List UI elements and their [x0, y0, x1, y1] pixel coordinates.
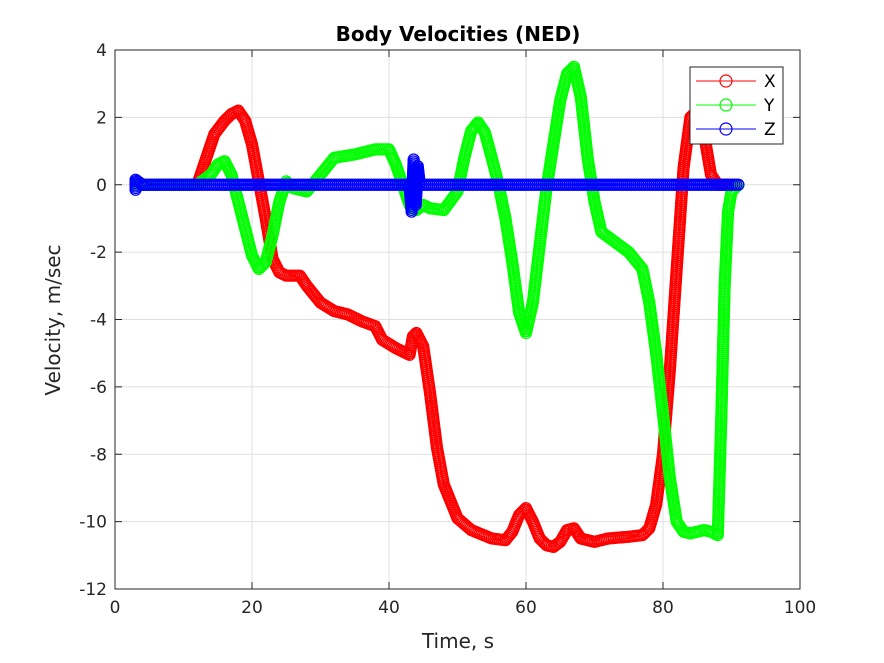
- x-tick-label: 100: [784, 598, 816, 618]
- legend-label: X: [764, 72, 776, 92]
- x-tick-label: 0: [110, 598, 121, 618]
- legend-label: Y: [763, 96, 775, 116]
- x-axis-label: Time, s: [421, 629, 494, 653]
- legend-marker: [719, 122, 733, 136]
- legend-marker: [719, 74, 733, 88]
- data-point: [732, 178, 745, 191]
- series-z: [129, 153, 745, 218]
- legend-marker: [719, 98, 733, 112]
- chart-title: Body Velocities (NED): [336, 22, 581, 46]
- legend: XYZ: [689, 66, 784, 145]
- series-layer: [129, 60, 745, 553]
- y-tick-label: 4: [96, 41, 107, 61]
- x-tick-label: 80: [652, 598, 674, 618]
- y-tick-label: -10: [79, 513, 107, 533]
- data-point: [325, 154, 338, 167]
- y-tick-label: -4: [90, 311, 107, 331]
- y-tick-label: -8: [90, 445, 107, 465]
- x-tick-label: 20: [241, 598, 263, 618]
- y-tick-label: 2: [96, 108, 107, 128]
- ticks: 0 20 40 60 80 100 -12 -10 -8 -6 -4 -2 0 2 4: [79, 41, 816, 618]
- legend-label: Z: [764, 120, 776, 140]
- x-tick-label: 40: [378, 598, 400, 618]
- y-axis-label: Velocity, m/sec: [41, 244, 65, 395]
- y-tick-label: -6: [90, 378, 107, 398]
- y-tick-label: 0: [96, 176, 107, 196]
- x-tick-label: 60: [515, 598, 537, 618]
- y-tick-label: -2: [90, 243, 107, 263]
- y-tick-label: -12: [79, 580, 107, 600]
